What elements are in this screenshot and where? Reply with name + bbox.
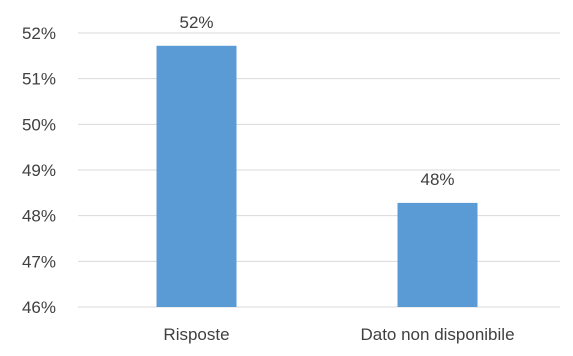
y-tick-label: 51% [22,70,56,89]
x-category-label: Risposte [163,325,229,344]
bar [156,45,237,307]
bar [397,202,478,307]
x-axis-category-labels: Risposte Dato non disponibile [163,325,514,344]
y-tick-label: 47% [22,252,56,271]
y-tick-label: 46% [22,298,56,317]
data-labels: 52% 48% [179,13,454,189]
x-category-label: Dato non disponibile [360,325,514,344]
y-tick-label: 52% [22,24,56,43]
bar-data-label: 52% [179,13,213,32]
y-tick-label: 49% [22,161,56,180]
y-axis-tick-labels: 46% 47% 48% 49% 50% 51% 52% [22,24,56,317]
gridlines [78,32,560,308]
bars [156,45,478,307]
bar-data-label: 48% [420,170,454,189]
y-tick-label: 50% [22,115,56,134]
y-tick-label: 48% [22,207,56,226]
